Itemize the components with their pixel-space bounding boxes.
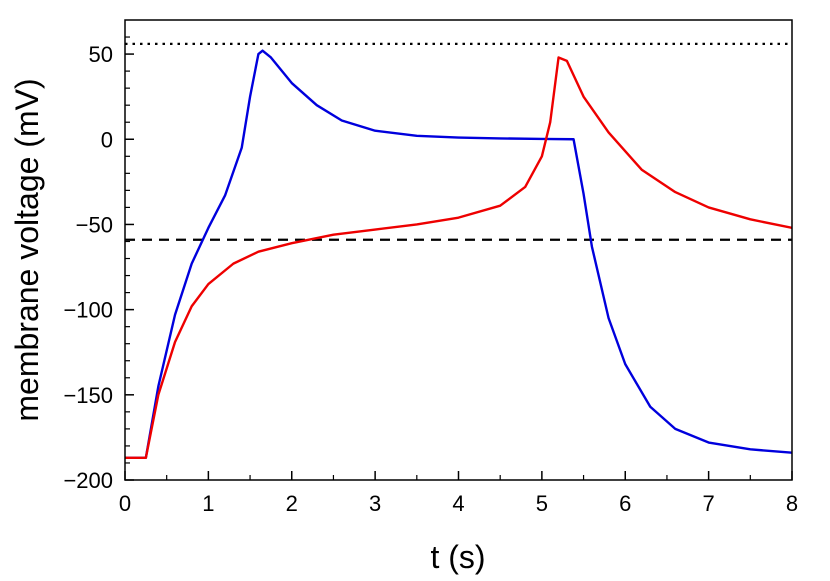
reference-lines [125,42,792,241]
y-tick-label: −150 [63,383,113,408]
y-tick-label: −200 [63,468,113,493]
y-tick-label: 0 [101,127,113,152]
x-tick-label: 7 [703,491,715,516]
x-axis-title: t (s) [430,539,485,575]
series-line-1 [125,49,792,460]
series-layer [125,49,792,460]
ticks-layer: 0 1 2 3 4 5 6 7 8 −200 −150 −100 −50 0 50 [63,36,798,516]
y-axis-title: membrane voltage (mV) [9,78,45,421]
x-tick-label: 4 [452,491,464,516]
y-tick-label: −100 [63,298,113,323]
x-tick-label: 8 [786,491,798,516]
plot-frame [124,19,793,481]
x-tick-label: 2 [286,491,298,516]
x-tick-label: 3 [369,491,381,516]
x-tick-label: 5 [536,491,548,516]
x-tick-label: 6 [619,491,631,516]
y-tick-label: −50 [76,212,113,237]
y-tick-label: 50 [89,42,113,67]
x-tick-label: 0 [119,491,131,516]
x-tick-label: 1 [202,491,214,516]
series-line-2 [125,56,792,460]
